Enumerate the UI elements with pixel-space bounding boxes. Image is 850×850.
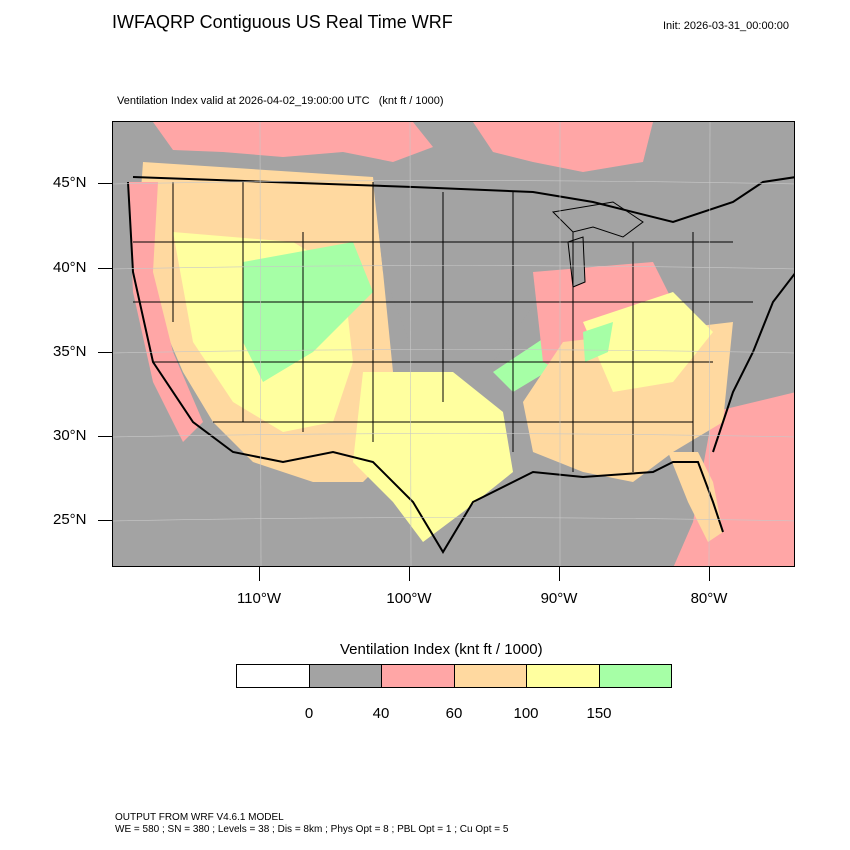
lat-tick [98, 183, 112, 184]
lat-label-40n: 40°N [53, 259, 87, 276]
color-legend-bar [236, 664, 672, 688]
lat-label-25n: 25°N [53, 511, 87, 528]
pacific-pink-coast [128, 182, 203, 442]
legend-tick-label: 0 [304, 705, 314, 722]
legend-swatch [382, 665, 455, 687]
legend-tick-label: 150 [586, 705, 612, 722]
lat-label-35n: 35°N [53, 343, 87, 360]
legend-swatch [527, 665, 600, 687]
lon-tick [259, 567, 260, 581]
lat-label-45n: 45°N [53, 174, 87, 191]
plot-subtitle: Ventilation Index valid at 2026-04-02_19… [117, 95, 444, 107]
lon-tick [559, 567, 560, 581]
legend-tick-label: 100 [513, 705, 539, 722]
init-time-label: Init: 2026-03-31_00:00:00 [663, 20, 789, 32]
lon-label-80w: 80°W [690, 590, 728, 607]
lat-tick [98, 436, 112, 437]
appalachian-yellow [583, 292, 713, 392]
legend-swatch [599, 665, 671, 687]
rockies-green [243, 242, 373, 382]
great-plains-grey [373, 182, 543, 402]
graticule [113, 122, 794, 566]
lon-tick [409, 567, 410, 581]
model-footer-line1: OUTPUT FROM WRF V4.6.1 MODEL [115, 812, 284, 823]
legend-title: Ventilation Index (knt ft / 1000) [340, 641, 543, 658]
lon-label-90w: 90°W [540, 590, 578, 607]
field-valid-label: Ventilation Index valid at 2026-04-02_19… [117, 95, 370, 107]
units-label: (knt ft / 1000) [378, 95, 444, 107]
map-canvas [113, 122, 794, 566]
legend-tick-label: 40 [372, 705, 390, 722]
legend-swatch [309, 665, 382, 687]
legend-swatch [237, 665, 310, 687]
lat-tick [98, 352, 112, 353]
lat-tick [98, 520, 112, 521]
lon-tick [709, 567, 710, 581]
kentucky-green [583, 322, 613, 362]
state-borders [133, 182, 753, 472]
lat-label-30n: 30°N [53, 427, 87, 444]
lon-label-100w: 100°W [386, 590, 432, 607]
legend-swatch [454, 665, 527, 687]
lon-label-110w: 110°W [236, 590, 282, 607]
lake-michigan [567, 236, 586, 288]
lat-tick [98, 268, 112, 269]
ventilation-index-map [112, 121, 795, 567]
legend-tick-label: 60 [445, 705, 463, 722]
model-footer-line2: WE = 580 ; SN = 380 ; Levels = 38 ; Dis … [115, 824, 509, 835]
texas-yellow [353, 372, 513, 542]
main-title: IWFAQRP Contiguous US Real Time WRF [112, 12, 453, 32]
canada-pink-east [473, 122, 653, 172]
canada-pink-band [153, 122, 433, 162]
